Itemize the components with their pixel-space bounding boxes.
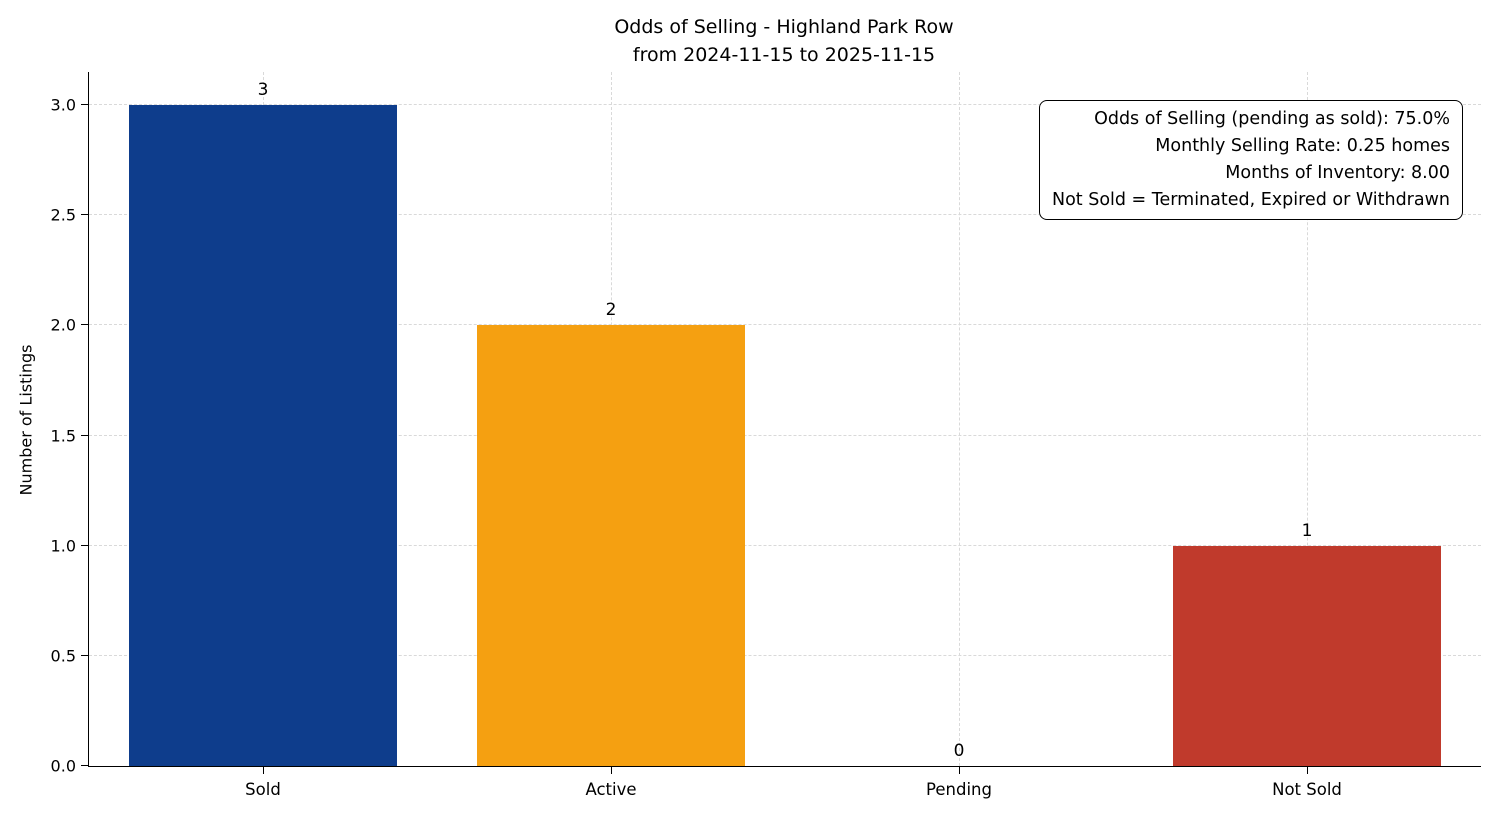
x-tick-mark (611, 766, 612, 774)
bar-value-label-sold: 3 (257, 80, 269, 101)
annotation-line: Months of Inventory: 8.00 (1225, 163, 1450, 183)
y-tick-mark (81, 214, 89, 216)
bar-value-label-not-sold: 1 (1301, 520, 1313, 541)
y-tick-label: 0.5 (50, 646, 76, 666)
chart-title-block: Odds of Selling - Highland Park Row from… (88, 13, 1480, 69)
bar-not-sold (1173, 545, 1441, 766)
chart-subtitle: from 2024-11-15 to 2025-11-15 (632, 44, 936, 66)
y-tick-mark (81, 765, 89, 766)
annotation-line: Monthly Selling Rate: 0.25 homes (1155, 136, 1450, 156)
x-tick-label-active: Active (585, 780, 637, 799)
y-tick-mark (81, 104, 89, 106)
y-tick-label: 2.0 (50, 315, 76, 335)
x-tick-mark (959, 766, 960, 774)
bar-value-label-active: 2 (605, 300, 617, 321)
y-tick-label: 1.5 (50, 426, 76, 446)
bar-sold (129, 105, 397, 766)
x-tick-label-sold: Sold (245, 780, 281, 799)
h-gridline (89, 654, 1481, 656)
y-tick-label: 1.0 (50, 536, 76, 556)
y-tick-mark (81, 654, 89, 656)
x-tick-label-pending: Pending (926, 780, 992, 799)
y-tick-label: 0.0 (50, 756, 76, 776)
y-tick-mark (81, 544, 89, 546)
annotation-line: Odds of Selling (pending as sold): 75.0% (1094, 109, 1450, 129)
plot-area: 0.0 0.5 1.0 1.5 2.0 2.5 3.0 3 Sold 2 Active 0 Pendin… (51, 72, 1481, 799)
y-tick-label: 3.0 (50, 95, 76, 115)
bar-value-label-pending: 0 (953, 741, 965, 761)
annotation-line: Not Sold = Terminated, Expired or Withdr… (1051, 190, 1450, 210)
h-gridline (89, 544, 1481, 546)
h-gridline (89, 434, 1481, 436)
h-gridline (89, 214, 1481, 216)
y-axis-label: Number of Listings (16, 344, 36, 496)
v-gridline (1307, 72, 1308, 766)
v-gridline (959, 72, 960, 766)
x-tick-mark (263, 766, 264, 774)
x-tick-mark (1307, 766, 1308, 774)
y-tick-mark (81, 324, 89, 326)
h-gridline (89, 104, 1481, 106)
y-tick-mark (81, 434, 89, 436)
x-tick-label-not-sold: Not Sold (1272, 780, 1342, 799)
bar-active (477, 325, 745, 766)
annotation-box: Odds of Selling (pending as sold): 75.0%… (1038, 100, 1463, 220)
chart-title: Odds of Selling - Highland Park Row (614, 16, 954, 38)
y-tick-label: 2.5 (50, 205, 76, 225)
h-gridline (89, 324, 1481, 326)
